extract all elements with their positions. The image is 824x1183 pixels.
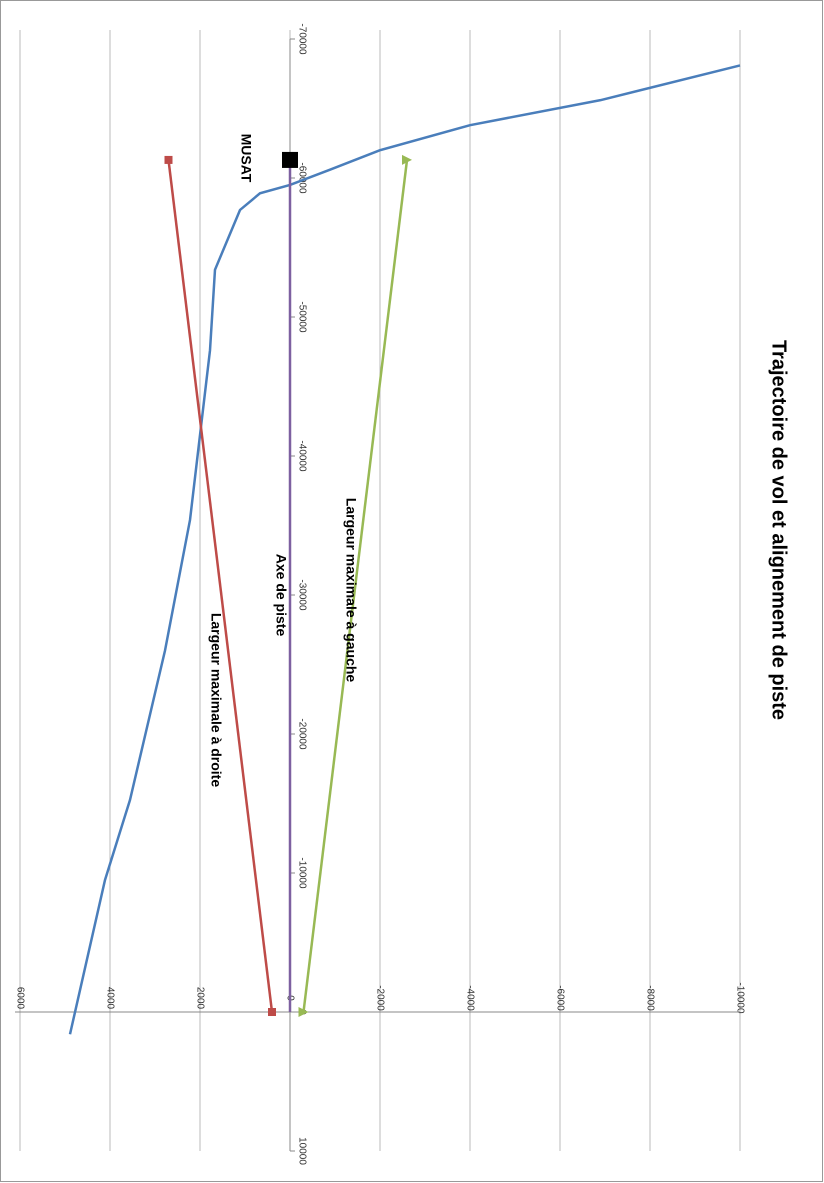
- x-tick-label: -20000: [296, 718, 307, 750]
- series-line: [167, 159, 274, 1013]
- series-line: [302, 159, 409, 1013]
- y-tick-label: 6000: [14, 987, 25, 1010]
- marker: [298, 1007, 309, 1017]
- x-tick-label: -50000: [296, 301, 307, 333]
- series-label: Largeur maximale à gauche: [343, 498, 359, 683]
- x-tick-label: -40000: [296, 440, 307, 472]
- x-tick-label: -60000: [296, 162, 307, 194]
- y-tick-label: 4000: [104, 987, 115, 1010]
- x-tick-label: -10000: [296, 857, 307, 889]
- y-tick-label: 2000: [194, 987, 205, 1010]
- series-label: Axe de piste: [273, 554, 289, 637]
- y-tick-label: -6000: [554, 985, 565, 1011]
- series-label: Largeur maximale à droite: [208, 613, 224, 788]
- y-tick-label: -4000: [464, 985, 475, 1011]
- marker: [282, 151, 298, 168]
- y-tick-label: -10000: [734, 982, 745, 1014]
- x-tick-label: -70000: [296, 23, 307, 55]
- chart-title: Trajectoire de vol et alignement de pist…: [768, 340, 790, 720]
- marker: [268, 1008, 276, 1016]
- marker: [164, 155, 173, 164]
- y-tick-label: -8000: [644, 985, 655, 1011]
- x-tick-label: -30000: [296, 579, 307, 611]
- series-label: MUSAT: [238, 134, 254, 183]
- marker: [402, 154, 412, 165]
- y-tick-label: -2000: [374, 985, 385, 1011]
- series-line: [68, 64, 741, 1035]
- x-tick-label: 10000: [296, 1137, 307, 1165]
